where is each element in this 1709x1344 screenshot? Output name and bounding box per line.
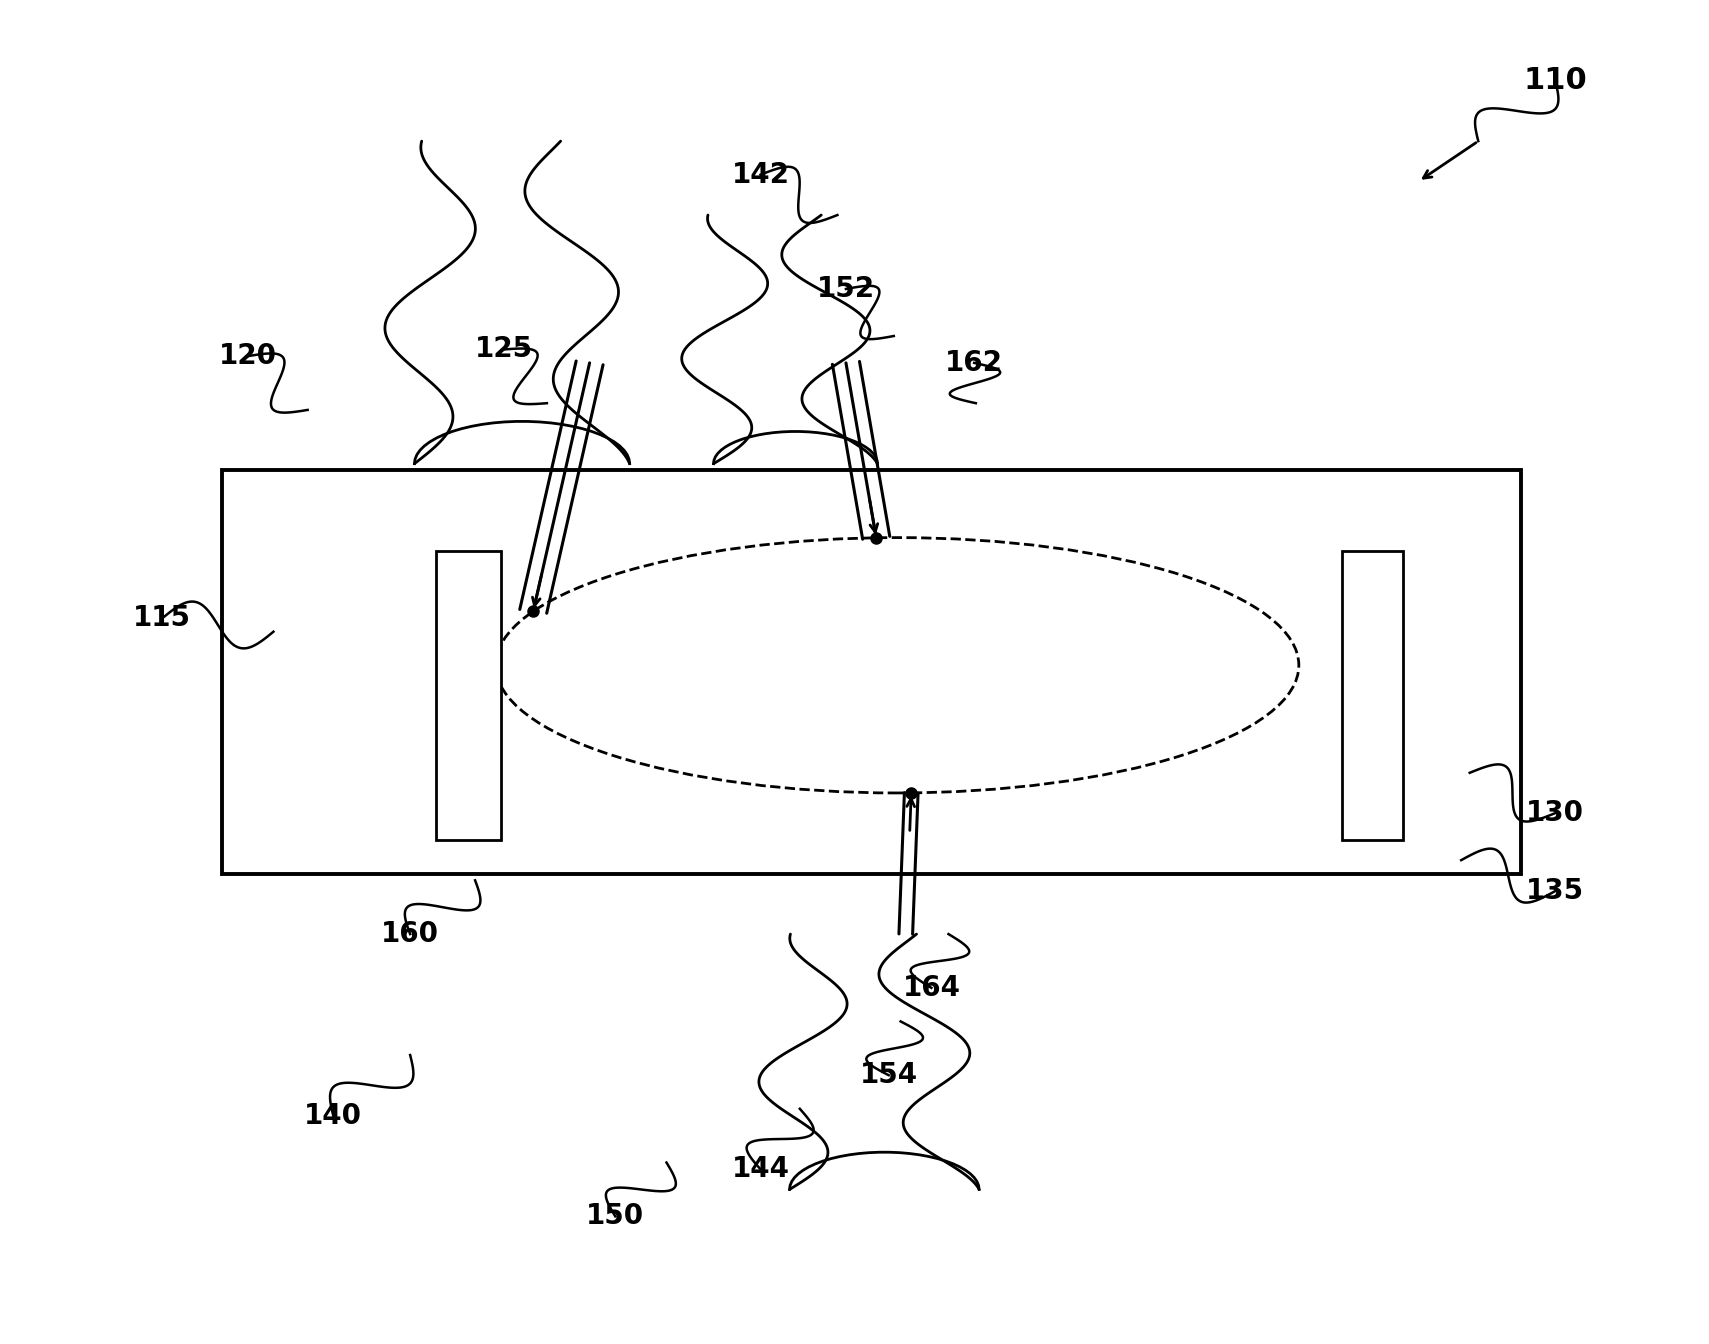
- Text: 144: 144: [731, 1156, 790, 1183]
- Text: 135: 135: [1526, 878, 1584, 905]
- Text: 164: 164: [902, 974, 960, 1001]
- Text: 110: 110: [1523, 66, 1588, 95]
- Text: 162: 162: [945, 349, 1003, 376]
- Text: 152: 152: [817, 276, 875, 302]
- Text: 140: 140: [304, 1102, 362, 1129]
- Bar: [1342, 551, 1403, 840]
- Text: 115: 115: [133, 605, 191, 632]
- Bar: [222, 470, 1521, 874]
- Text: 120: 120: [219, 343, 277, 370]
- Text: 130: 130: [1526, 800, 1584, 827]
- Text: 142: 142: [731, 161, 790, 188]
- Bar: [436, 551, 501, 840]
- Text: 160: 160: [381, 921, 439, 948]
- Text: 125: 125: [475, 336, 533, 363]
- Text: 154: 154: [860, 1062, 918, 1089]
- Text: 150: 150: [586, 1203, 644, 1230]
